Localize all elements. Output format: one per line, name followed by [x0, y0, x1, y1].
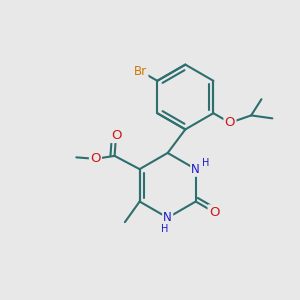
Text: H: H [161, 224, 168, 234]
Text: Br: Br [134, 65, 147, 78]
Text: O: O [209, 206, 219, 219]
Text: N: N [191, 163, 200, 176]
Text: O: O [111, 129, 121, 142]
Text: N: N [163, 211, 172, 224]
Text: H: H [202, 158, 210, 168]
Text: O: O [90, 152, 101, 165]
Text: O: O [225, 116, 235, 129]
